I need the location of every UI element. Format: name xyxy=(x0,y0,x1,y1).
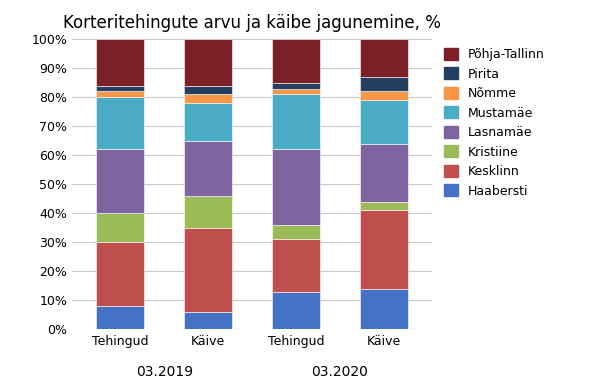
Bar xyxy=(272,292,320,329)
Bar xyxy=(184,103,232,141)
Bar xyxy=(272,94,320,149)
Bar xyxy=(96,306,145,329)
Bar xyxy=(96,91,145,97)
Text: 03.2019: 03.2019 xyxy=(136,365,193,379)
Bar xyxy=(359,91,408,100)
Text: 03.2020: 03.2020 xyxy=(311,365,368,379)
Bar xyxy=(359,289,408,329)
Bar xyxy=(96,39,145,85)
Bar xyxy=(184,196,232,228)
Bar xyxy=(184,85,232,94)
Bar xyxy=(359,211,408,289)
Bar xyxy=(96,242,145,306)
Bar xyxy=(96,97,145,149)
Bar xyxy=(272,240,320,292)
Bar xyxy=(359,201,408,211)
Bar xyxy=(184,312,232,329)
Bar xyxy=(96,213,145,242)
Bar xyxy=(359,39,408,77)
Bar xyxy=(96,149,145,213)
Bar xyxy=(272,39,320,83)
Bar xyxy=(96,85,145,91)
Bar xyxy=(359,143,408,201)
Bar xyxy=(184,228,232,312)
Legend: Põhja-Tallinn, Pirita, Nõmme, Mustamäe, Lasnamäe, Kristiine, Kesklinn, Haabersti: Põhja-Tallinn, Pirita, Nõmme, Mustamäe, … xyxy=(442,45,547,200)
Bar xyxy=(184,94,232,103)
Bar xyxy=(272,225,320,240)
Bar xyxy=(359,77,408,91)
Bar xyxy=(272,149,320,225)
Bar xyxy=(184,141,232,196)
Bar xyxy=(272,89,320,94)
Bar xyxy=(184,39,232,85)
Bar xyxy=(272,83,320,89)
Bar xyxy=(359,100,408,143)
Title: Korteritehingute arvu ja käibe jagunemine, %: Korteritehingute arvu ja käibe jagunemin… xyxy=(63,14,441,32)
